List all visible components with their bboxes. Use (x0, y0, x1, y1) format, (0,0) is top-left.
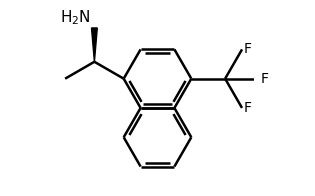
Text: F: F (243, 101, 252, 115)
Text: H$_2$N: H$_2$N (60, 8, 90, 27)
Polygon shape (91, 28, 97, 62)
Text: F: F (261, 72, 268, 86)
Text: F: F (243, 42, 252, 56)
